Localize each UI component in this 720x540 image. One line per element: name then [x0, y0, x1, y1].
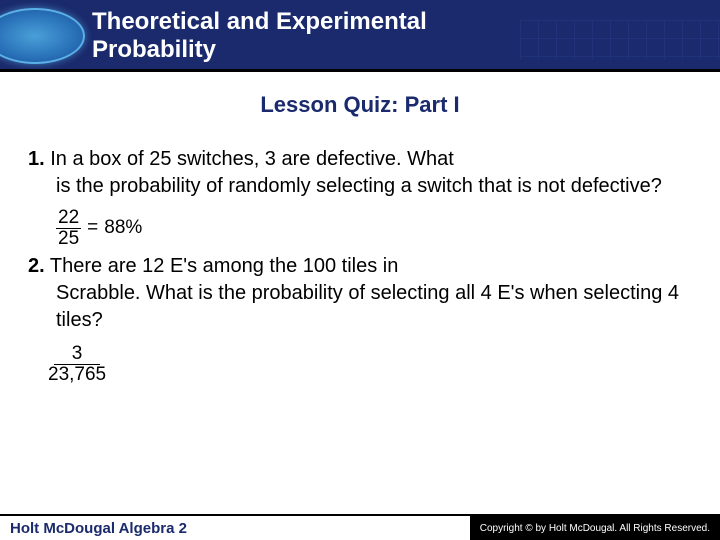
equals-sign: =: [87, 217, 98, 239]
copyright-text: Copyright © by Holt McDougal. All Rights…: [480, 523, 710, 534]
footer-bar: Holt McDougal Algebra 2 Copyright © by H…: [0, 514, 720, 540]
question-2-text-rest: Scrabble. What is the probability of sel…: [28, 280, 692, 334]
quiz-title: Lesson Quiz: Part I: [28, 92, 692, 118]
fraction-2: 3 23,765: [46, 344, 108, 385]
header-title: Theoretical and Experimental Probability: [92, 8, 427, 63]
header-oval-decoration: [0, 8, 85, 64]
footer-left-text: Holt McDougal Algebra 2: [0, 520, 187, 537]
question-1-number: 1.: [28, 148, 45, 170]
header-grid-decoration: [520, 20, 720, 60]
question-2-text-first: There are 12 E's among the 100 tiles in: [50, 255, 398, 277]
question-2-answer: 3 23,765: [28, 342, 692, 385]
percent-value: 88%: [104, 217, 142, 239]
header-bar: Theoretical and Experimental Probability: [0, 0, 720, 72]
fraction-1: 22 25: [56, 208, 81, 249]
header-title-line2: Probability: [92, 36, 216, 63]
fraction-1-numerator: 22: [56, 208, 81, 229]
fraction-1-denominator: 25: [56, 229, 81, 249]
question-1: 1. In a box of 25 switches, 3 are defect…: [28, 146, 692, 200]
footer-right-copyright: Copyright © by Holt McDougal. All Rights…: [470, 516, 720, 540]
content-area: Lesson Quiz: Part I 1. In a box of 25 sw…: [0, 72, 720, 385]
question-1-text-first: In a box of 25 switches, 3 are defective…: [50, 148, 454, 170]
question-2: 2. There are 12 E's among the 100 tiles …: [28, 253, 692, 334]
fraction-2-numerator: 3: [54, 344, 101, 365]
header-title-line1: Theoretical and Experimental: [92, 8, 427, 35]
question-1-answer: 22 25 = 88%: [28, 208, 692, 249]
fraction-2-denominator: 23,765: [46, 365, 108, 385]
question-2-number: 2.: [28, 255, 45, 277]
question-1-text-rest: is the probability of randomly selecting…: [28, 173, 692, 200]
